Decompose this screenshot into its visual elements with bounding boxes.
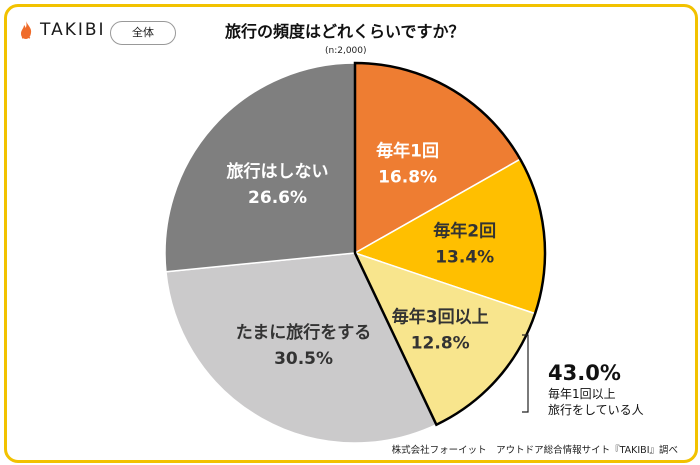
- highlight-outline: [353, 61, 547, 427]
- highlight-bracket: [522, 334, 529, 413]
- highlight-line1: 毎年1回以上: [548, 386, 616, 401]
- highlight-line2: 旅行をしている人: [548, 403, 644, 417]
- slice-label-2: 毎年2回: [433, 220, 496, 241]
- logo: TAKIBI: [18, 20, 106, 40]
- pie-slice-4: [165, 252, 438, 444]
- slice-value-4: 30.5%: [274, 349, 333, 369]
- highlight-value: 43.0%: [548, 361, 621, 385]
- slice-value-1: 16.8%: [378, 168, 437, 188]
- slice-value-5: 26.6%: [248, 188, 307, 208]
- highlight-annotation: 43.0% 毎年1回以上 旅行をしている人: [522, 334, 644, 417]
- slice-value-3: 12.8%: [411, 334, 470, 354]
- slice-label-3: 毎年3回以上: [392, 307, 489, 328]
- sample-size: (n:2,000): [325, 46, 367, 56]
- slice-label-1: 毎年1回: [376, 141, 439, 162]
- flame-icon: [21, 21, 32, 39]
- pie-slice-5: [164, 62, 356, 273]
- slice-label-5: 旅行はしない: [227, 161, 329, 182]
- slice-value-2: 13.4%: [435, 247, 494, 267]
- logo-text: TAKIBI: [40, 20, 106, 40]
- slice-label-4: たまに旅行をする: [236, 322, 372, 343]
- scope-badge: 全体: [110, 21, 176, 45]
- chart-title: 旅行の頻度はどれくらいですか？: [225, 22, 465, 41]
- source-note: 株式会社フォーイット アウトドア総合情報サイト『TAKIBI』調べ: [391, 445, 678, 456]
